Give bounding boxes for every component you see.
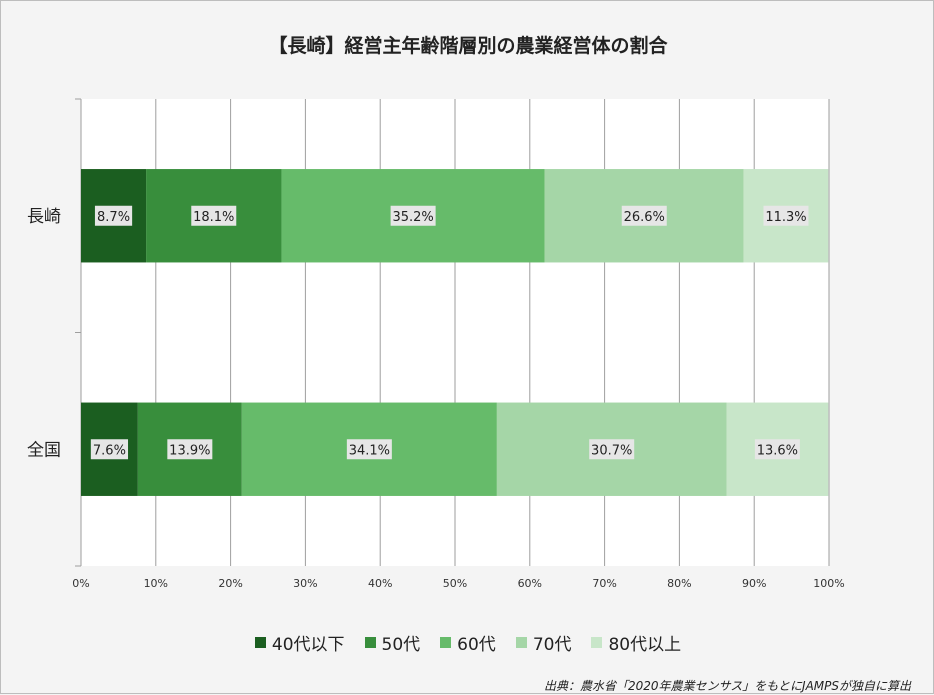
x-tick-label: 50% — [443, 577, 467, 590]
x-tick-label: 30% — [293, 577, 317, 590]
x-tick-label: 60% — [518, 577, 542, 590]
legend: 40代以下 50代 60代 70代 80代以上 — [1, 630, 934, 655]
data-label: 26.6% — [624, 210, 665, 225]
x-tick-label: 40% — [368, 577, 392, 590]
chart-title: 【長崎】経営主年齢階層別の農業経営体の割合 — [268, 35, 668, 57]
legend-label: 60代 — [457, 635, 496, 655]
legend-swatch — [440, 637, 452, 648]
data-label-background — [346, 439, 392, 460]
category-label: 長崎 — [27, 207, 61, 227]
data-label: 7.6% — [93, 443, 126, 458]
x-tick-label: 100% — [813, 577, 844, 590]
legend-label: 40代以下 — [271, 635, 345, 655]
data-label-background — [90, 439, 129, 460]
legend-swatch — [254, 637, 266, 648]
x-tick-label: 20% — [218, 577, 242, 590]
x-tick-label: 10% — [144, 577, 168, 590]
data-label-background — [589, 439, 635, 460]
data-label: 35.2% — [392, 210, 433, 225]
legend-item: 40代以下 — [254, 630, 345, 655]
data-label-background — [390, 205, 436, 226]
legend-swatch — [364, 637, 376, 648]
legend-item: 50代 — [364, 630, 421, 655]
x-tick-label: 90% — [742, 577, 766, 590]
x-tick-label: 70% — [592, 577, 616, 590]
legend-item: 80代以上 — [591, 630, 681, 655]
legend-item: 70代 — [515, 630, 572, 655]
data-label: 13.6% — [757, 443, 798, 458]
legend-label: 80代以上 — [608, 635, 682, 655]
source-note: 出典：農水省「2020年農業センサス」をもとにJAMPSが独自に算出 — [543, 679, 911, 693]
legend-swatch — [591, 637, 603, 648]
data-label: 30.7% — [591, 443, 632, 458]
category-label: 全国 — [27, 440, 61, 460]
legend-label: 50代 — [381, 635, 421, 655]
data-label-background — [763, 205, 809, 226]
data-label-background — [94, 205, 133, 226]
legend-label: 70代 — [532, 635, 572, 655]
data-label: 34.1% — [349, 443, 390, 458]
legend-item: 60代 — [440, 630, 496, 655]
data-label: 13.9% — [169, 443, 210, 458]
legend-swatch — [515, 637, 527, 648]
data-label-background — [621, 205, 667, 226]
data-label: 11.3% — [765, 210, 806, 225]
data-label-background — [191, 205, 237, 226]
x-tick-label: 0% — [72, 577, 89, 590]
data-label-background — [754, 439, 800, 460]
x-tick-label: 80% — [667, 577, 691, 590]
data-label: 18.1% — [193, 210, 234, 225]
data-label-background — [167, 439, 213, 460]
data-label: 8.7% — [97, 210, 130, 225]
